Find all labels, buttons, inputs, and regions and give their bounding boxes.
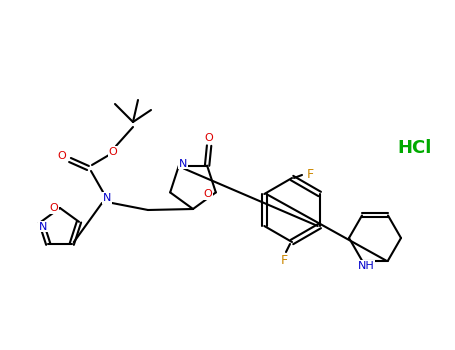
- Text: F: F: [280, 253, 288, 266]
- Text: F: F: [306, 168, 313, 182]
- Text: O: O: [109, 147, 117, 157]
- Text: N: N: [179, 159, 187, 169]
- Text: O: O: [205, 133, 213, 142]
- Text: O: O: [203, 189, 212, 200]
- Text: O: O: [50, 203, 58, 213]
- Text: O: O: [58, 151, 66, 161]
- Text: NH: NH: [358, 260, 374, 271]
- Text: N: N: [103, 193, 111, 203]
- Text: N: N: [39, 222, 47, 232]
- Text: HCl: HCl: [398, 139, 432, 157]
